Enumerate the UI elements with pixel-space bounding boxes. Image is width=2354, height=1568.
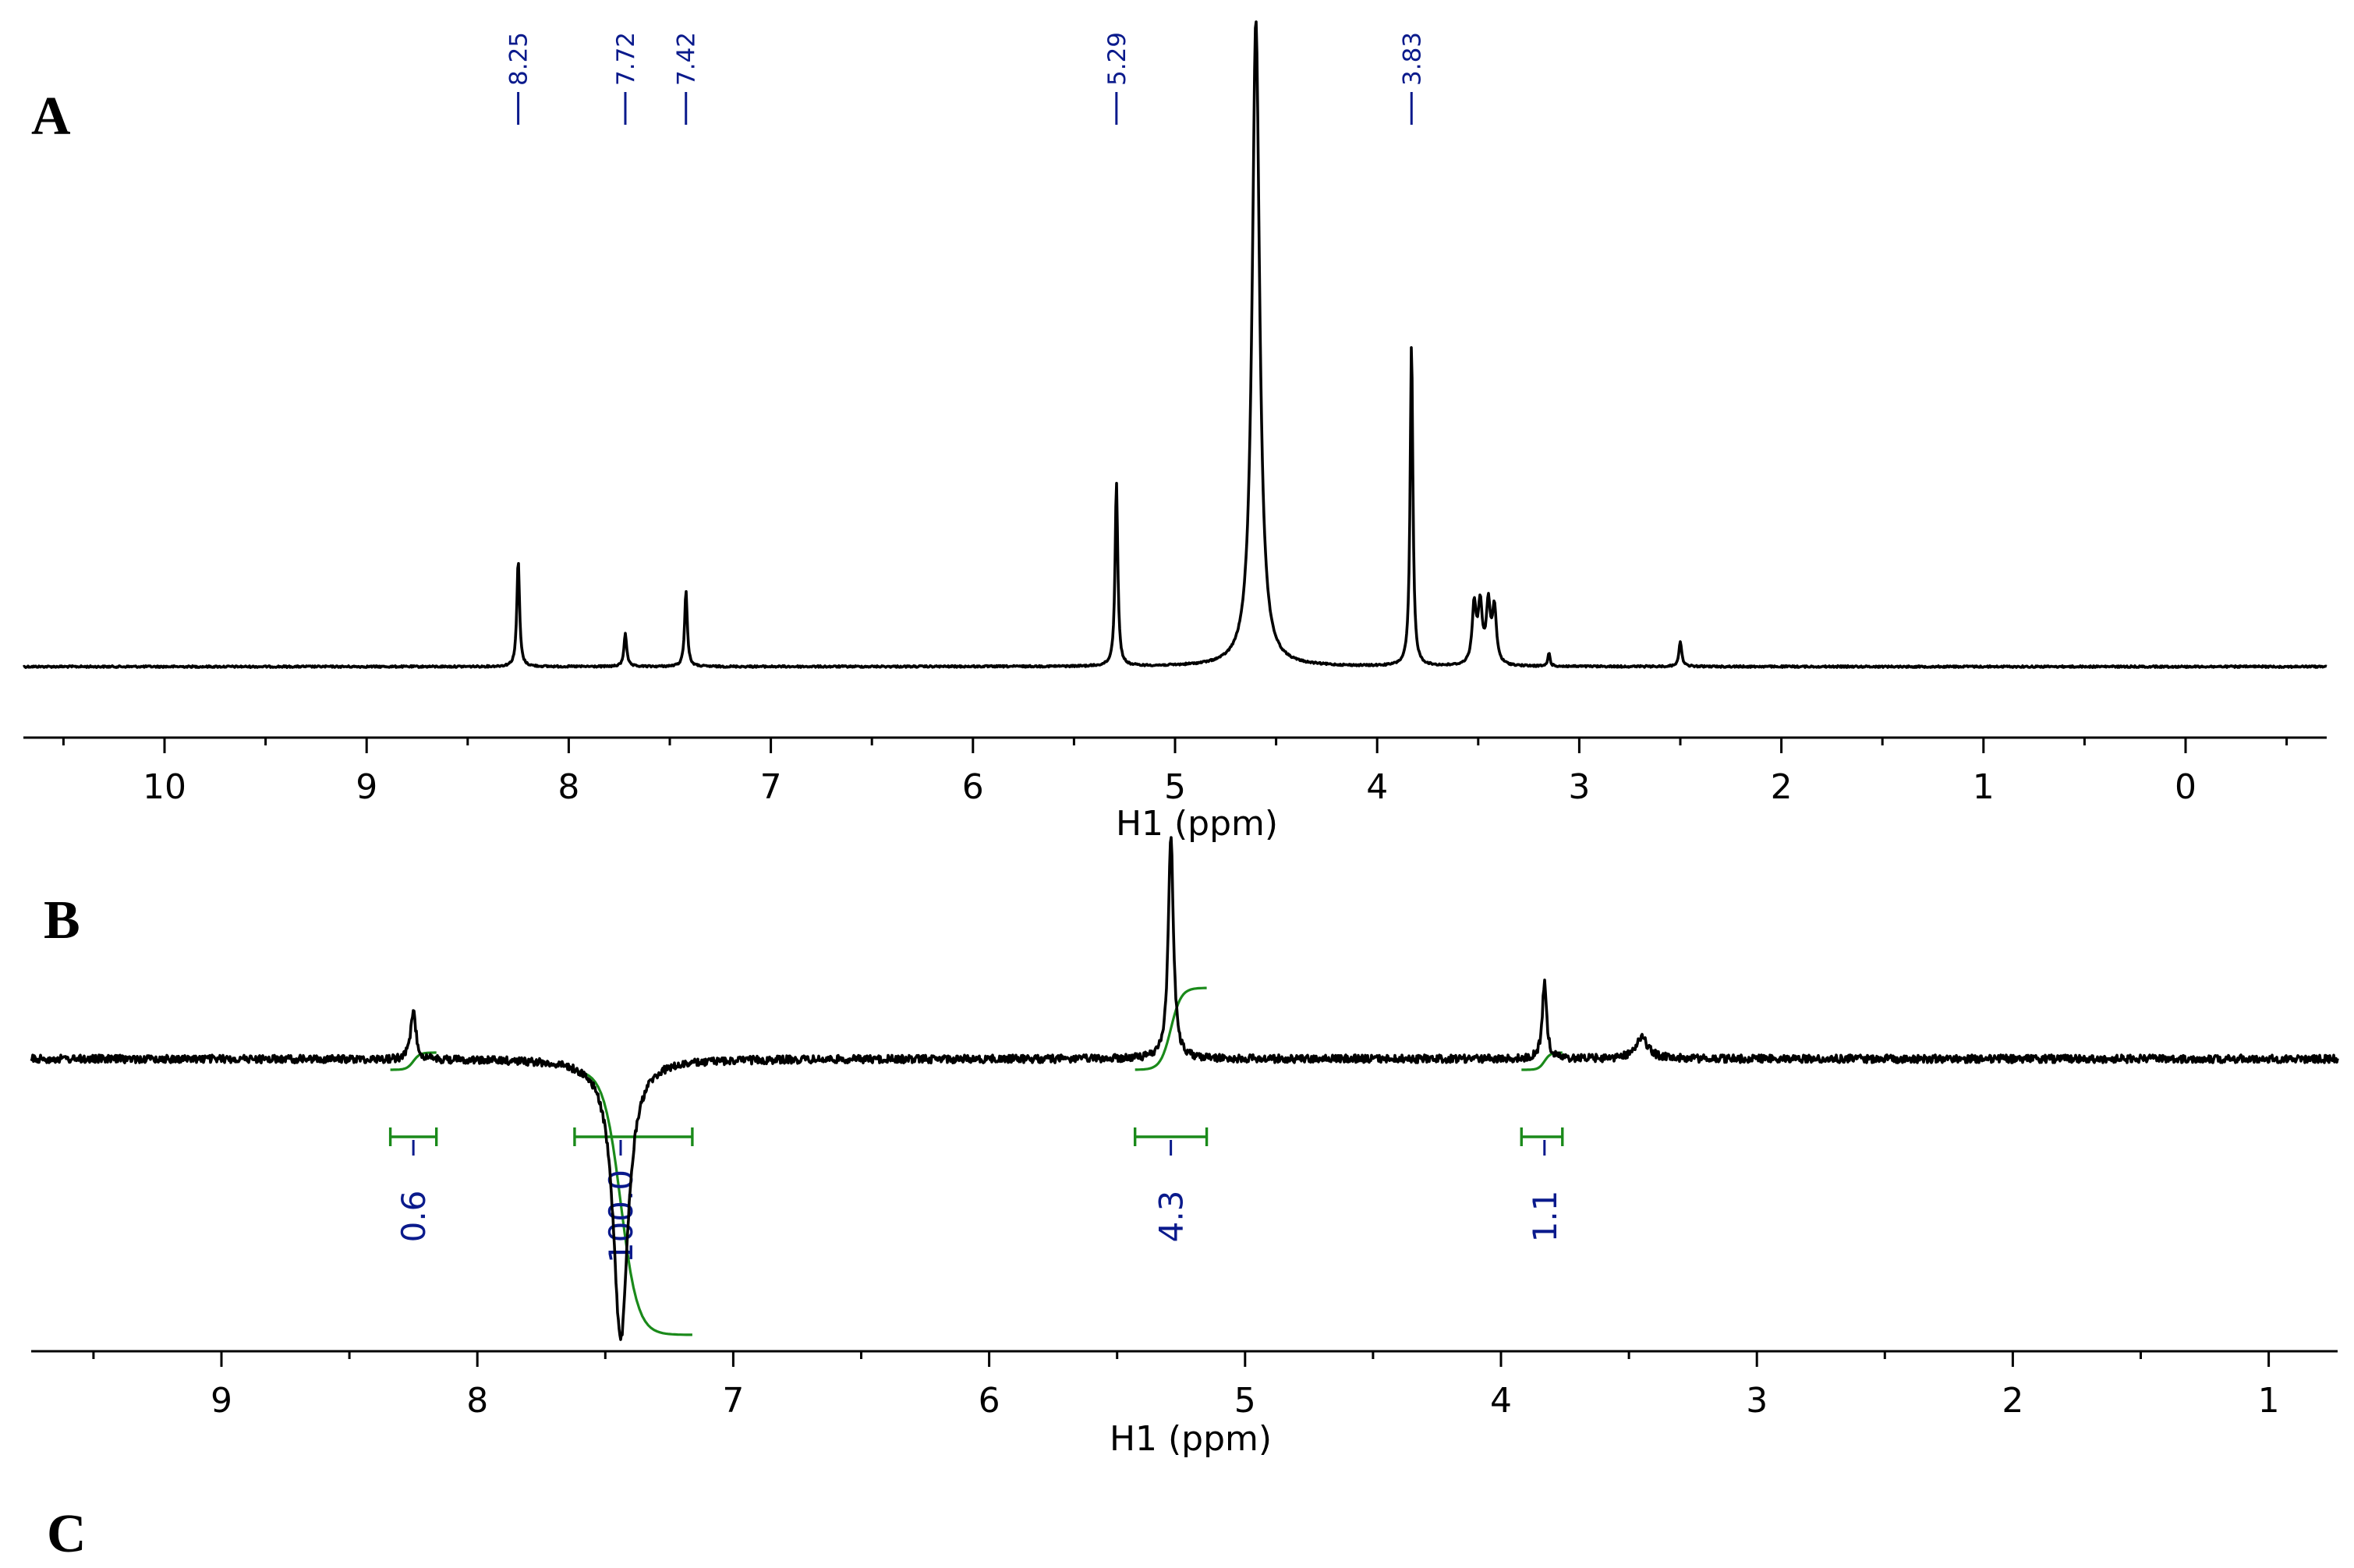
x-tick-label: 4 (1490, 1381, 1512, 1421)
x-tick-label: 9 (211, 1381, 232, 1421)
panel-label-b: B (44, 890, 80, 950)
x-tick-label: 10 (143, 767, 186, 807)
x-tick-label: 9 (356, 767, 377, 807)
peak-label: 5.29 (1103, 32, 1131, 86)
x-tick-label: 5 (1234, 1381, 1256, 1421)
integral-value-label: 1.1 (1526, 1191, 1564, 1243)
integral-value-label: 4.3 (1152, 1191, 1191, 1243)
x-tick-label: 6 (979, 1381, 1000, 1421)
spectrum-panel-a: 8.25 7.72 7.42 5.29 3.83 10 9 8 7 6 5 4 3 2 1 0 H1 (pp… (22, 20, 2327, 844)
x-tick-label: 3 (1746, 1381, 1768, 1421)
panel-label-a: A (31, 87, 71, 147)
integral-curve (1135, 986, 1207, 1071)
peak-label: 7.72 (612, 32, 640, 86)
x-tick-label: 5 (1164, 767, 1186, 807)
x-tick-label: 2 (1771, 767, 1793, 807)
x-tick-label: 8 (558, 767, 579, 807)
spectrum-a-trace (22, 20, 2327, 669)
x-tick-label: 1 (1973, 767, 1995, 807)
x-ticks-b: 9 8 7 6 5 4 3 2 1 (92, 1351, 2280, 1421)
x-tick-label: 1 (2258, 1381, 2280, 1421)
peak-labels-a: 8.25 7.72 7.42 5.29 3.83 (505, 32, 1426, 125)
x-tick-label: 0 (2175, 767, 2196, 807)
integral-curve (390, 1051, 437, 1071)
x-tick-label: 8 (466, 1381, 488, 1421)
x-ticks-a: 10 9 8 7 6 5 4 3 2 1 0 (62, 738, 2289, 807)
x-tick-label: 3 (1568, 767, 1590, 807)
x-axis-title-b: H1 (ppm) (1110, 1419, 1272, 1459)
peak-label: 3.83 (1398, 32, 1426, 86)
x-tick-label: 4 (1366, 767, 1388, 807)
integral-value-label: 100.0 (602, 1170, 640, 1263)
integral-curve (574, 1069, 692, 1336)
x-tick-label: 2 (2002, 1381, 2023, 1421)
spectrum-panel-b: 0.6 100.0 4.3 1.1 9 8 7 6 5 4 3 2 1 H1 (ppm) (30, 836, 2339, 1459)
integrals-b: 0.6 100.0 4.3 1.1 (388, 986, 1564, 1336)
integral-value-label: 0.6 (395, 1191, 433, 1243)
peak-label: 8.25 (505, 32, 533, 86)
x-tick-label: 7 (722, 1381, 744, 1421)
panel-label-c: C (47, 1504, 87, 1564)
x-axis-title-a: H1 (ppm) (1116, 804, 1278, 844)
x-tick-label: 6 (962, 767, 984, 807)
spectrum-b-trace (30, 836, 2339, 1341)
peak-label: 7.42 (673, 32, 701, 86)
x-tick-label: 7 (760, 767, 782, 807)
